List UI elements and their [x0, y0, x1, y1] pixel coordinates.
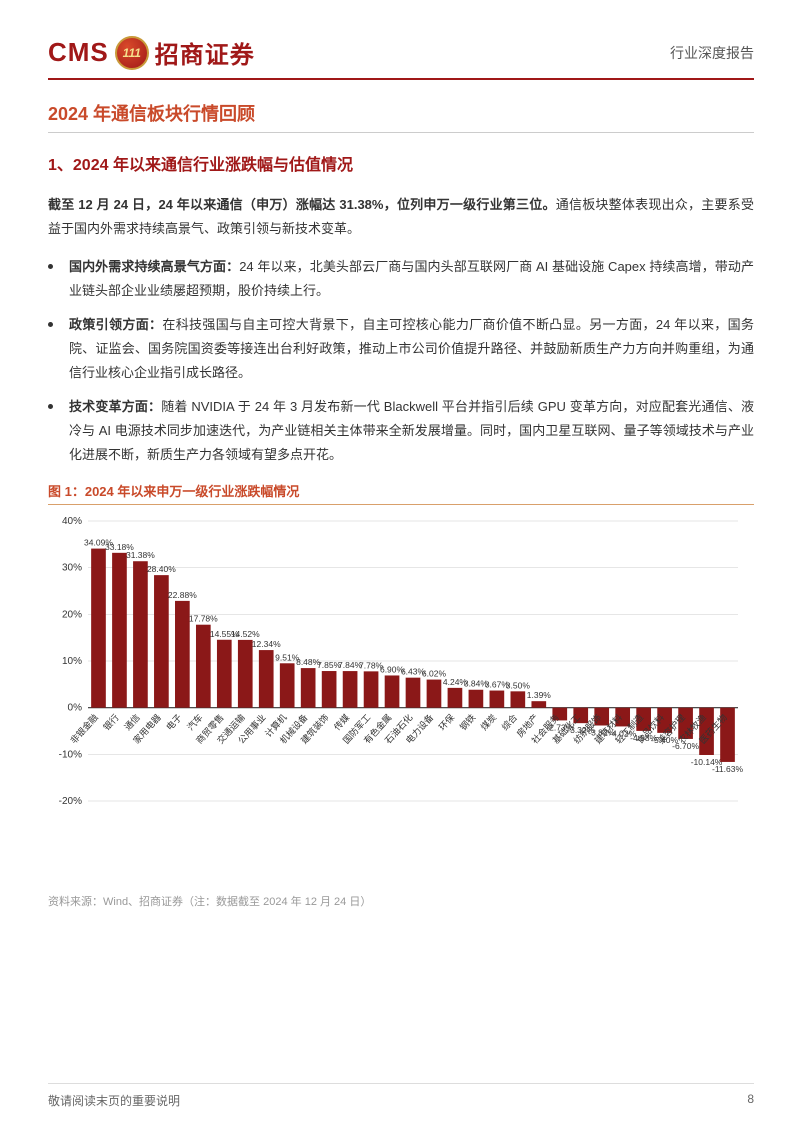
- lead-bold: 截至 12 月 24 日，24 年以来通信（申万）涨幅达 31.38%，位列申万…: [48, 197, 556, 212]
- lead-paragraph: 截至 12 月 24 日，24 年以来通信（申万）涨幅达 31.38%，位列申万…: [48, 193, 754, 241]
- svg-text:钢铁: 钢铁: [457, 712, 477, 733]
- bullet-list: 国内外需求持续高景气方面：24 年以来，北美头部云厂商与国内头部互联网厂商 AI…: [48, 255, 754, 467]
- section-divider: [48, 132, 754, 133]
- svg-text:环保: 环保: [436, 712, 456, 733]
- report-type-label: 行业深度报告: [670, 43, 754, 63]
- svg-text:17.78%: 17.78%: [189, 614, 218, 624]
- svg-text:10%: 10%: [62, 656, 82, 667]
- header-divider: [48, 78, 754, 80]
- bullet-bold: 政策引领方面：: [69, 317, 162, 332]
- svg-text:20%: 20%: [62, 610, 82, 621]
- bullet-dot-icon: [48, 404, 53, 409]
- svg-text:银行: 银行: [101, 712, 121, 733]
- bullet-dot-icon: [48, 322, 53, 327]
- footer-note: 敬请阅读末页的重要说明: [48, 1092, 180, 1109]
- svg-text:28.40%: 28.40%: [147, 565, 176, 575]
- brand-logo: CMS 111 招商证券: [48, 35, 255, 70]
- bullet-item: 技术变革方面：随着 NVIDIA 于 24 年 3 月发布新一代 Blackwe…: [48, 395, 754, 467]
- page-footer: 敬请阅读末页的重要说明 8: [48, 1083, 754, 1109]
- svg-text:40%: 40%: [62, 516, 82, 527]
- bullet-item: 国内外需求持续高景气方面：24 年以来，北美头部云厂商与国内头部互联网厂商 AI…: [48, 255, 754, 303]
- chart-source: 资料来源：Wind、招商证券（注：数据截至 2024 年 12 月 24 日）: [48, 893, 754, 909]
- svg-text:22.88%: 22.88%: [168, 590, 197, 600]
- subsection-title: 1、2024 年以来通信行业涨跌幅与估值情况: [48, 151, 754, 175]
- logo-badge-icon: 111: [115, 36, 149, 70]
- bullet-dot-icon: [48, 264, 53, 269]
- svg-text:31.38%: 31.38%: [126, 551, 155, 561]
- svg-text:30%: 30%: [62, 563, 82, 574]
- page-number: 8: [747, 1092, 754, 1109]
- svg-text:非银金融: 非银金融: [68, 712, 100, 746]
- svg-text:3.50%: 3.50%: [506, 681, 531, 691]
- svg-text:电子: 电子: [164, 712, 184, 733]
- page-header: CMS 111 招商证券 行业深度报告: [48, 35, 754, 70]
- bullet-bold: 技术变革方面：: [69, 399, 161, 414]
- bullet-text: 在科技强国与自主可控大背景下，自主可控核心能力厂商价值不断凸显。另一方面，24 …: [69, 317, 754, 380]
- cms-text: CMS: [48, 37, 109, 68]
- chart-title: 图 1：2024 年以来申万一级行业涨跌幅情况: [48, 481, 754, 500]
- chart-title-divider: [48, 504, 754, 505]
- chart-svg: -20%-10%0%10%20%30%40%34.09%非银金融33.18%银行…: [48, 511, 748, 891]
- svg-text:-11.63%: -11.63%: [712, 764, 743, 774]
- svg-text:-20%: -20%: [59, 796, 82, 807]
- svg-text:-10%: -10%: [59, 750, 82, 761]
- bullet-item: 政策引领方面：在科技强国与自主可控大背景下，自主可控核心能力厂商价值不断凸显。另…: [48, 313, 754, 385]
- svg-text:0%: 0%: [68, 703, 83, 714]
- bar-chart: -20%-10%0%10%20%30%40%34.09%非银金融33.18%银行…: [48, 511, 748, 891]
- svg-text:1.39%: 1.39%: [527, 691, 552, 701]
- section-title: 2024 年通信板块行情回顾: [48, 100, 754, 126]
- svg-text:煤炭: 煤炭: [478, 712, 498, 733]
- bullet-text: 随着 NVIDIA 于 24 年 3 月发布新一代 Blackwell 平台并指…: [69, 399, 754, 462]
- brand-name-cn: 招商证券: [155, 35, 255, 70]
- bullet-bold: 国内外需求持续高景气方面：: [69, 259, 239, 274]
- svg-text:12.34%: 12.34%: [252, 640, 281, 650]
- svg-text:14.52%: 14.52%: [231, 629, 260, 639]
